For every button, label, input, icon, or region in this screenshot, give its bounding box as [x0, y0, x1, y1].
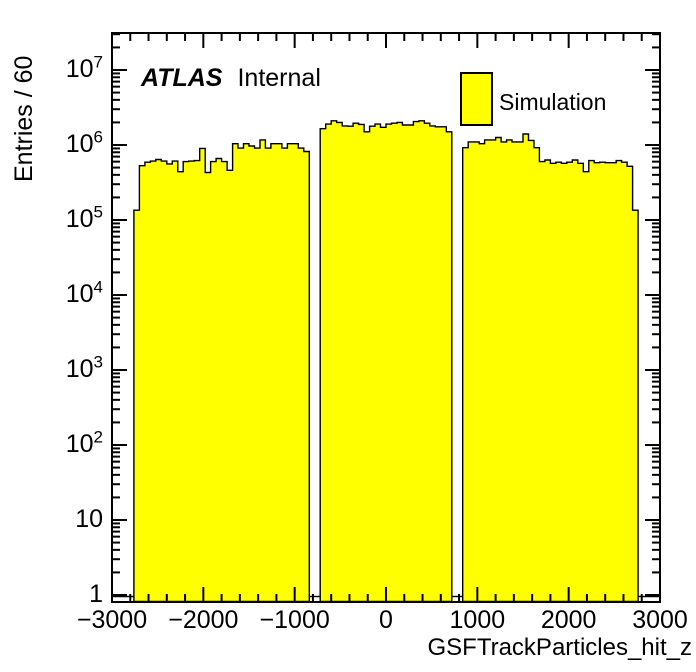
y-axis-tick-label: 1	[89, 580, 103, 608]
plot-frame	[111, 32, 661, 603]
x-axis-tick-label: −3000	[76, 606, 148, 634]
y-axis-tick-label: 104	[65, 277, 103, 308]
y-axis-tick-label: 103	[65, 352, 103, 383]
histogram-bars-section	[133, 139, 310, 603]
x-axis-tick-label: 2000	[540, 606, 597, 634]
y-axis-tick-label: 105	[65, 202, 103, 233]
y-axis-tick-label: 106	[65, 127, 103, 158]
y-axis-tick-label: 102	[65, 427, 103, 458]
internal-label: Internal	[237, 64, 321, 92]
atlas-label: ATLAS	[141, 64, 223, 92]
histogram-bars-section	[319, 120, 453, 603]
y-axis-tick-label: 10	[75, 505, 103, 533]
plot-annotation: ATLAS Internal	[141, 64, 321, 93]
histogram-bars-section	[462, 133, 639, 603]
y-axis-tick-label: 107	[65, 52, 103, 83]
histogram-bars	[112, 120, 660, 603]
x-axis-tick-label: 1000	[449, 606, 506, 634]
x-axis-tick-label: 3000	[632, 606, 688, 634]
x-axis-title: GSFTrackParticles_hit_z	[427, 634, 692, 661]
x-axis-tick-label: −2000	[168, 606, 239, 634]
y-axis-title: Entries / 60	[10, 55, 38, 182]
legend-swatch	[460, 72, 493, 126]
legend-entry-label: Simulation	[499, 89, 607, 115]
x-axis-tick-label: −1000	[259, 606, 330, 634]
axis-ticks	[111, 33, 661, 601]
x-axis-tick-label: 0	[379, 606, 393, 634]
